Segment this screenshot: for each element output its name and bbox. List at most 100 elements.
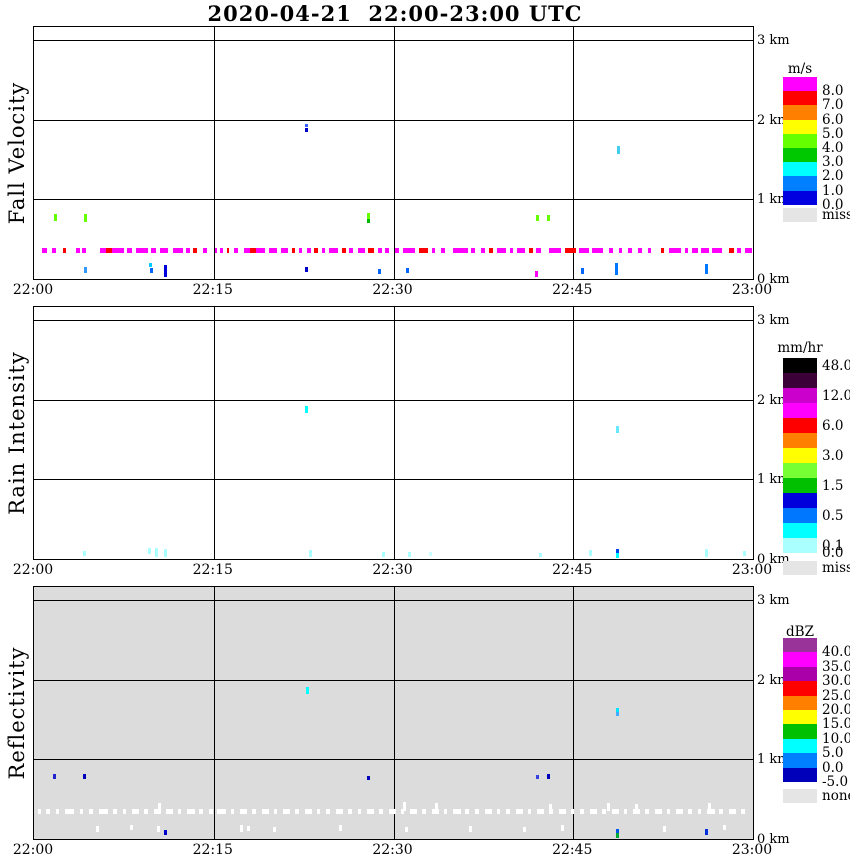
data-band-segment — [516, 247, 526, 253]
data-mark — [82, 774, 86, 780]
data-mark — [616, 426, 620, 434]
data-band-segment — [261, 809, 269, 815]
time-tick-label: 23:00 — [731, 282, 773, 298]
data-mark — [616, 832, 620, 838]
data-band-segment — [132, 809, 140, 815]
data-band-segment — [669, 247, 682, 253]
data-band-segment — [741, 809, 745, 815]
data-band-segment — [151, 247, 157, 253]
data-mark — [148, 263, 152, 268]
height-tick-label: 2 km — [757, 672, 790, 688]
height-tick-label: 0 km — [757, 272, 790, 287]
data-band-segment — [536, 247, 541, 253]
data-band-segment — [255, 247, 266, 253]
legend-color-band — [783, 148, 817, 163]
legend-value-label: 1.0 — [822, 182, 844, 199]
legend-color-band — [783, 190, 817, 205]
data-mark — [616, 828, 620, 834]
data-mark — [534, 271, 538, 278]
data-band-segment — [590, 809, 598, 815]
legend-color-band — [783, 478, 817, 493]
time-gridline — [393, 587, 395, 839]
time-tick-label: 22:00 — [12, 562, 54, 578]
data-band-segment — [549, 809, 553, 815]
data-mark — [581, 268, 585, 275]
data-band-segment — [385, 247, 389, 253]
legend-value-label: 3.0 — [822, 154, 844, 171]
data-band-segment — [304, 809, 312, 815]
time-gridline — [213, 27, 215, 279]
legend-missing-swatch — [783, 789, 817, 803]
legend-color-band — [783, 767, 817, 782]
data-mark — [722, 825, 726, 831]
height-tick-label: 2 km — [757, 112, 790, 128]
data-mark — [366, 213, 370, 220]
data-band-segment — [37, 809, 42, 815]
legend-title: mm/hr — [777, 340, 823, 356]
legend-value-label: 12.0 — [822, 387, 850, 404]
data-mark — [304, 127, 308, 132]
height-gridline — [34, 399, 753, 401]
time-tick-label: 22:45 — [552, 282, 593, 298]
data-band-segment — [611, 809, 619, 815]
data-band-segment — [89, 809, 93, 815]
data-band-segment — [45, 809, 50, 815]
time-tick-label: 22:15 — [192, 562, 233, 578]
legend-color-band — [783, 638, 817, 653]
legend-missing-label: none — [822, 788, 850, 804]
data-band-segment — [666, 809, 671, 815]
legend-color-band — [783, 695, 817, 710]
data-mark — [304, 124, 308, 128]
data-band-segment — [496, 247, 507, 253]
time-gridline — [213, 587, 215, 839]
data-band-segment — [51, 247, 56, 253]
data-band-segment — [341, 247, 346, 253]
height-gridline — [34, 479, 753, 481]
data-band-segment — [307, 247, 311, 253]
data-band-segment — [558, 809, 567, 815]
time-tick-label: 22:30 — [372, 282, 413, 298]
data-band-segment — [647, 247, 652, 253]
data-band-segment — [602, 809, 606, 815]
time-tick-label: 22:00 — [12, 842, 54, 858]
legend-value-label: 0.0 — [822, 759, 844, 776]
data-band-segment — [357, 247, 365, 253]
data-band-segment — [410, 809, 418, 815]
data-band-segment — [388, 809, 396, 815]
data-mark — [273, 826, 277, 832]
data-band-segment — [298, 247, 303, 253]
data-band-segment — [283, 809, 291, 815]
data-band-segment — [637, 247, 642, 253]
data-band-segment — [75, 247, 80, 253]
data-mark — [560, 824, 564, 831]
height-gridline — [34, 599, 753, 601]
data-band-segment — [81, 247, 86, 253]
data-mark — [635, 803, 639, 811]
time-tick-label: 22:45 — [552, 562, 593, 578]
data-band-segment — [570, 809, 575, 815]
data-band-segment — [357, 809, 362, 815]
data-band-segment — [291, 247, 296, 253]
data-band-segment — [226, 247, 230, 253]
data-band-segment — [65, 809, 74, 815]
data-band-segment — [422, 809, 426, 815]
data-mark — [339, 824, 343, 831]
data-band-segment — [111, 247, 124, 253]
legend-value-label: 25.0 — [822, 687, 850, 704]
data-band-segment — [135, 247, 148, 253]
legend-value-label: 0.0 — [822, 545, 844, 561]
data-mark — [708, 803, 712, 812]
data-mark — [304, 406, 308, 414]
data-mark — [616, 707, 620, 712]
data-mark — [149, 267, 153, 273]
data-band-segment — [654, 809, 662, 815]
data-mark — [54, 214, 58, 222]
data-mark — [614, 263, 618, 276]
data-mark — [53, 774, 57, 780]
data-band-segment — [453, 247, 468, 253]
time-tick-label: 23:00 — [731, 842, 773, 858]
data-band-segment — [377, 247, 382, 253]
data-band-segment — [443, 809, 448, 815]
height-tick-label: 0 km — [757, 552, 790, 567]
data-mark — [382, 551, 386, 557]
